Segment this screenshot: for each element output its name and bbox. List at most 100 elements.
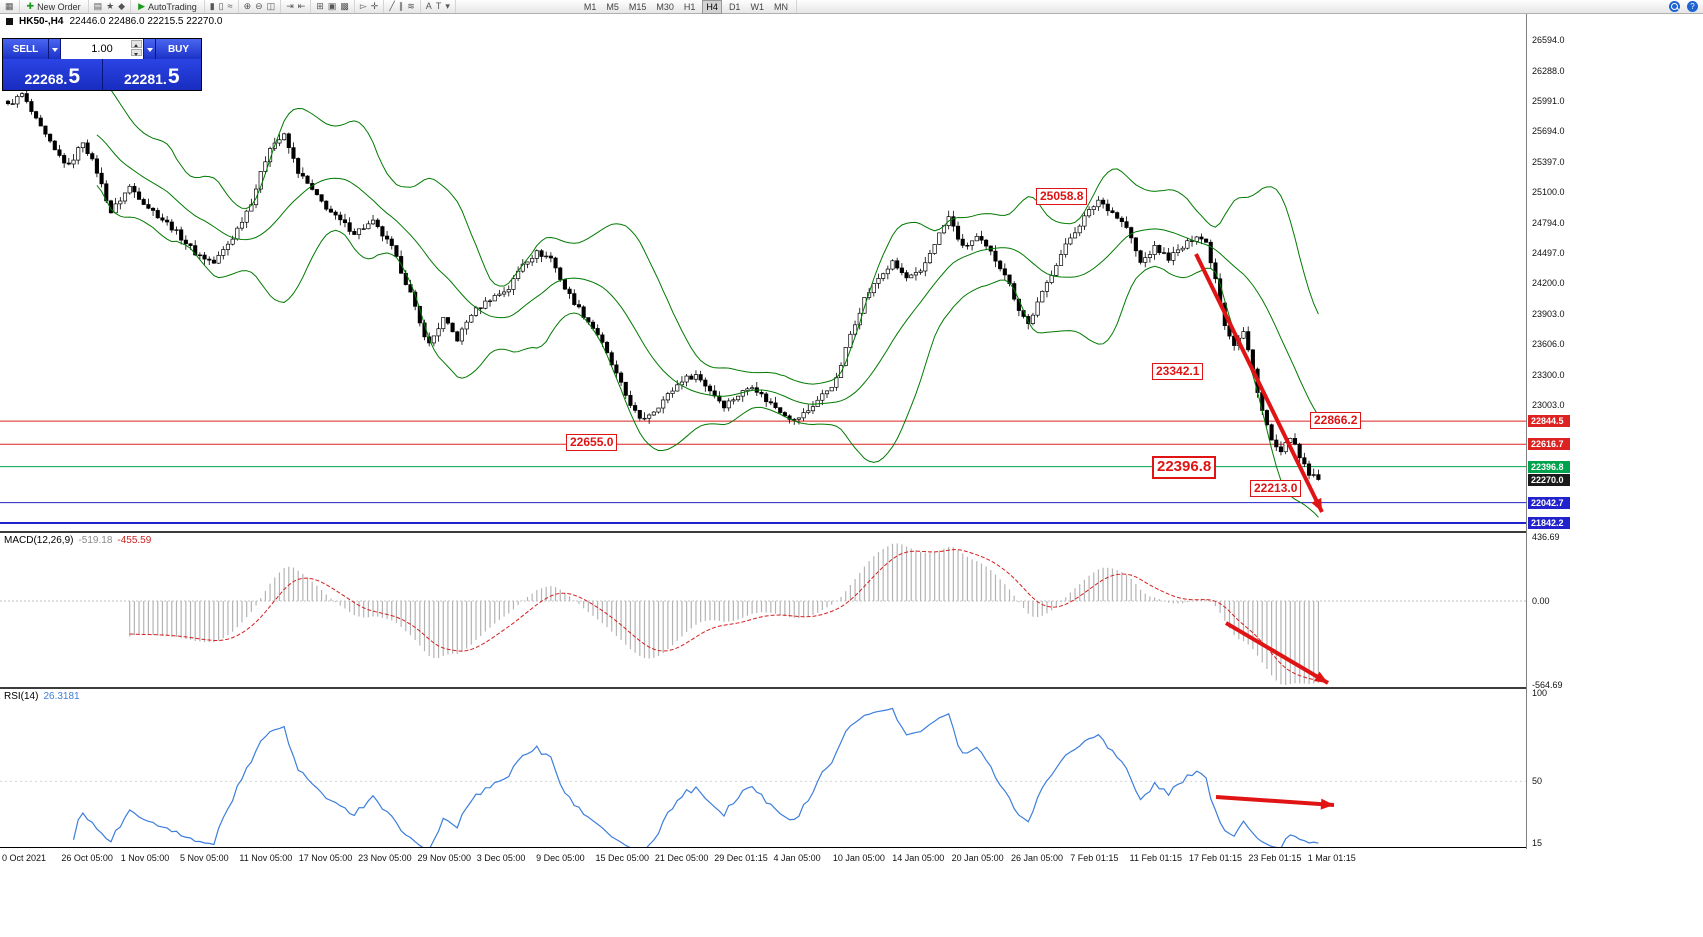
autotrading-button[interactable]: ▶ AutoTrading xyxy=(136,0,199,13)
symbol-ohlc-values: 22446.0 22486.0 22215.5 22270.0 xyxy=(69,16,223,27)
price-level-badge: 22616.7 xyxy=(1528,438,1570,451)
crosshair-icon[interactable]: ✛ xyxy=(370,1,379,11)
time-axis-label: 4 Jan 05:00 xyxy=(773,853,821,863)
new-order-label: New Order xyxy=(37,1,81,12)
buy-price-big-digit: 5 xyxy=(167,65,180,89)
favorites-icon[interactable]: ★ xyxy=(106,1,115,11)
bar-chart-icon[interactable]: ▮ xyxy=(209,1,215,11)
indicators-icon[interactable]: ⊞ xyxy=(316,1,324,11)
macd-panel-canvas[interactable] xyxy=(0,533,1526,687)
chart-symbol-header: HK50-,H4 22446.0 22486.0 22215.5 22270.0 xyxy=(6,16,222,27)
timeframe-h1[interactable]: H1 xyxy=(683,1,696,12)
price-axis[interactable]: 26594.0 26288.0 25991.0 25694.0 25397.0 25100… xyxy=(1526,14,1703,868)
help-icon[interactable]: ? xyxy=(1687,1,1698,12)
panel-separator[interactable] xyxy=(0,687,1568,689)
toolbar-group: ⊞ ▣ ▩ xyxy=(311,0,355,13)
macd-signal-value: -455.59 xyxy=(117,535,152,546)
timeframe-h4[interactable]: H4 xyxy=(702,0,722,14)
volume-input[interactable]: 1.00 xyxy=(61,39,143,59)
toolbar-group: ▮ ▯ ≈ xyxy=(205,0,239,13)
chart-shift-icon[interactable]: ⇤ xyxy=(297,1,306,11)
toolbar-group: ╱ ∥ ≋ xyxy=(384,0,421,13)
trendline-icon[interactable]: ╱ xyxy=(389,1,395,11)
price-tick: 23003.0 xyxy=(1532,400,1565,410)
time-axis[interactable]: 0 Oct 2021 26 Oct 05:00 1 Nov 05:00 5 Nov 0… xyxy=(0,849,1568,869)
price-tick: 25397.0 xyxy=(1532,156,1565,167)
zoom-out-icon[interactable]: ⊖ xyxy=(255,1,263,11)
sell-price[interactable]: 22268. 5 xyxy=(3,59,103,90)
timeframe-m15[interactable]: M15 xyxy=(628,1,647,12)
timeframe-w1[interactable]: W1 xyxy=(750,1,764,12)
macd-name: MACD(12,26,9) xyxy=(4,535,74,546)
price-tick: 24200.0 xyxy=(1532,278,1565,289)
periods-icon[interactable]: ▣ xyxy=(327,1,337,11)
sell-dropdown-icon[interactable] xyxy=(48,39,61,59)
toolbar-group: ▶ AutoTrading xyxy=(131,0,205,13)
time-axis-label: 23 Feb 01:15 xyxy=(1248,853,1302,863)
time-axis-label: 26 Oct 05:00 xyxy=(61,853,113,863)
rsi-name: RSI(14) xyxy=(4,691,39,702)
panel-separator[interactable] xyxy=(0,531,1568,533)
macd-axis-label: 436.69 xyxy=(1532,532,1560,542)
rsi-panel-canvas[interactable] xyxy=(0,689,1526,847)
toolbar-group: M1 M5 M15 M30 H1 H4 D1 W1 MN xyxy=(576,0,797,14)
timeframe-m30[interactable]: M30 xyxy=(656,1,674,12)
volume-spinner[interactable] xyxy=(131,40,142,56)
line-chart-icon[interactable]: ≈ xyxy=(227,1,233,11)
candlestick-chart-icon[interactable]: ▯ xyxy=(218,1,224,11)
new-chart-icon[interactable]: ▦ xyxy=(5,1,14,11)
time-axis-label: 14 Jan 05:00 xyxy=(892,853,945,863)
cursor-icon[interactable]: ▻ xyxy=(359,1,367,11)
text-label-icon[interactable]: A xyxy=(425,1,432,11)
price-tick: 23606.0 xyxy=(1532,338,1565,349)
price-level-badge: 22844.5 xyxy=(1528,415,1570,428)
chart-marker-icon xyxy=(6,18,13,25)
channel-icon[interactable]: ∥ xyxy=(398,1,404,11)
time-axis-label: 11 Nov 05:00 xyxy=(239,853,293,863)
toolbar-group: ⊕ ⊖ ◫ xyxy=(239,0,282,13)
price-tick: 26594.0 xyxy=(1532,35,1565,45)
price-level-badge: 22270.0 xyxy=(1528,473,1570,486)
timeframe-m1[interactable]: M1 xyxy=(583,1,597,12)
toolbar-group: ▻ ✛ xyxy=(355,0,385,13)
axis-separator xyxy=(0,847,1568,848)
macd-main-value: -519.18 xyxy=(78,535,113,546)
timeframe-m5[interactable]: M5 xyxy=(606,1,619,12)
time-axis-label: 7 Feb 01:15 xyxy=(1070,853,1119,863)
price-tick: 26288.0 xyxy=(1532,66,1565,77)
time-axis-label: 11 Feb 01:15 xyxy=(1129,853,1183,863)
time-axis-label: 17 Feb 01:15 xyxy=(1189,853,1243,863)
search-icon[interactable] xyxy=(1669,1,1680,12)
auto-scroll-icon[interactable]: ⇥ xyxy=(286,1,294,11)
buy-dropdown-icon[interactable] xyxy=(143,39,156,59)
symbol-timeframe-label: HK50-,H4 xyxy=(19,16,64,27)
buy-price[interactable]: 22281. 5 xyxy=(103,59,202,90)
volume-value: 1.00 xyxy=(91,43,113,55)
templates-icon[interactable]: ▩ xyxy=(340,1,349,11)
sell-button[interactable]: SELL xyxy=(3,39,48,59)
timeframe-d1[interactable]: D1 xyxy=(728,1,741,12)
text-icon[interactable]: T xyxy=(435,1,442,11)
price-chart-canvas[interactable] xyxy=(0,14,1526,531)
price-callout: 23342.1 xyxy=(1152,363,1204,380)
price-callout: 22655.0 xyxy=(566,434,618,451)
macd-indicator-label: MACD(12,26,9) -519.18 -455.59 xyxy=(4,535,151,546)
rsi-indicator-label: RSI(14) 26.3181 xyxy=(4,691,80,702)
alerts-icon[interactable]: ◆ xyxy=(118,1,126,11)
tile-windows-icon[interactable]: ◫ xyxy=(266,1,276,11)
timeframe-mn[interactable]: MN xyxy=(773,1,788,12)
fibonacci-icon[interactable]: ≋ xyxy=(407,1,415,11)
time-axis-label: 23 Nov 05:00 xyxy=(358,853,412,863)
price-tick: 24794.0 xyxy=(1532,217,1565,228)
price-level-badge: 22396.8 xyxy=(1528,460,1570,473)
price-level-badge: 22042.7 xyxy=(1528,496,1570,509)
price-tick: 25991.0 xyxy=(1532,96,1565,107)
profiles-icon[interactable]: ▤ xyxy=(93,1,103,11)
arrows-dropdown-icon[interactable]: ▾ xyxy=(445,1,450,11)
zoom-in-icon[interactable]: ⊕ xyxy=(243,1,252,11)
buy-button[interactable]: BUY xyxy=(156,39,201,59)
time-axis-label: 9 Dec 05:00 xyxy=(536,853,585,863)
price-tick: 23300.0 xyxy=(1532,369,1565,380)
new-order-button[interactable]: ✚ New Order xyxy=(25,0,83,13)
price-tick: 25100.0 xyxy=(1532,186,1565,197)
